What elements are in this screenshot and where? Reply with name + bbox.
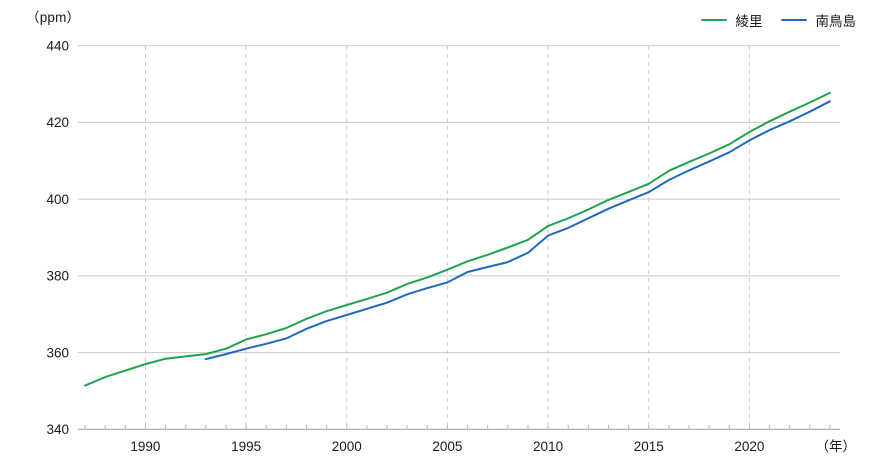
y-tick-label-420: 420 (46, 115, 69, 130)
y-tick-label-380: 380 (46, 269, 69, 284)
x-tick-label-2015: 2015 (634, 439, 664, 454)
x-tick-label-1990: 1990 (130, 439, 160, 454)
y-tick-label-400: 400 (46, 192, 69, 207)
series-line-minamitorishima (204, 100, 831, 361)
x-tick-label-2000: 2000 (332, 439, 362, 454)
legend: 綾里 南鳥島 (700, 10, 857, 30)
legend-swatch-minamitorishima-line (780, 19, 807, 21)
x-tick-label-1995: 1995 (231, 439, 261, 454)
x-tick-label-2010: 2010 (533, 439, 563, 454)
series-line-ryori (84, 91, 831, 387)
y-axis-unit-label: （ppm） (26, 10, 81, 25)
x-gridlines (144, 45, 750, 430)
x-tick-labels: 1990 1995 2000 2005 2010 2015 2020 (130, 439, 764, 454)
legend-item-ryori: 綾里 (700, 10, 763, 30)
x-axis-year-ticks (84, 424, 831, 430)
y-gridlines (78, 45, 840, 430)
series-lines (84, 91, 831, 387)
y-tick-label-340: 340 (46, 422, 69, 437)
legend-swatch-ryori-line (700, 19, 727, 21)
y-tick-labels: 340 360 380 400 420 440 (46, 39, 69, 438)
y-tick-label-360: 360 (46, 345, 69, 360)
x-axis-unit-label: （年） (816, 439, 857, 454)
legend-label-ryori: 綾里 (735, 14, 763, 29)
x-tick-label-2020: 2020 (734, 439, 764, 454)
legend-item-minamitorishima: 南鳥島 (780, 10, 857, 30)
x-tick-label-2005: 2005 (432, 439, 462, 454)
y-tick-label-440: 440 (46, 39, 69, 54)
legend-label-minamitorishima: 南鳥島 (815, 14, 857, 29)
